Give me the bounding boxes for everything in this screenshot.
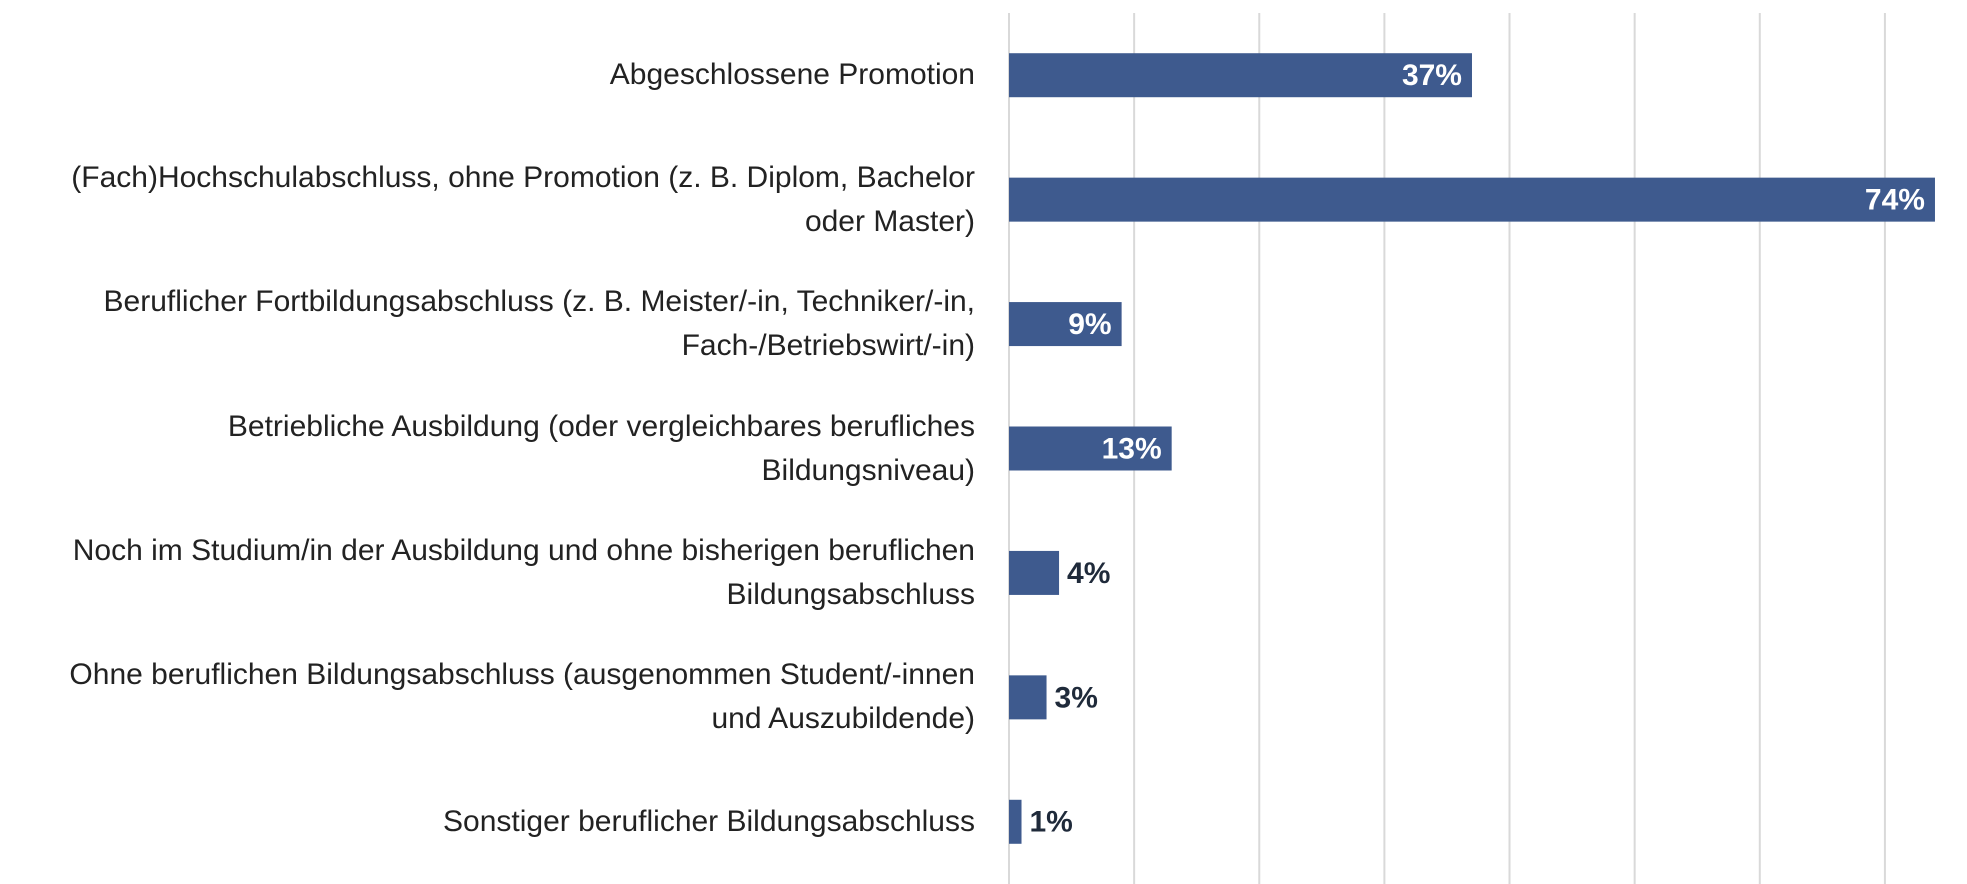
category-label: Beruflicher Fortbildungsabschluss (z. B.… — [103, 285, 975, 363]
bar — [1009, 53, 1472, 98]
value-label: 13% — [1102, 432, 1162, 465]
category-label: Sonstiger beruflicher Bildungsabschluss — [443, 804, 975, 838]
value-label: 1% — [1030, 806, 1073, 839]
category-label: Abgeschlossene Promotion — [609, 58, 975, 92]
bar — [1009, 177, 1935, 222]
category-label: Ohne beruflichen Bildungsabschluss (ausg… — [69, 658, 975, 736]
bar — [1009, 426, 1172, 471]
value-label: 4% — [1067, 557, 1110, 590]
value-label: 74% — [1865, 184, 1925, 217]
category-label: Noch im Studium/in der Ausbildung und oh… — [72, 533, 975, 611]
value-label: 37% — [1402, 59, 1462, 92]
value-label: 9% — [1068, 308, 1111, 341]
bar — [1009, 799, 1022, 844]
value-label: 3% — [1055, 681, 1098, 714]
category-label: Betriebliche Ausbildung (oder vergleichb… — [227, 409, 975, 487]
bar — [1009, 675, 1047, 720]
bar — [1009, 550, 1060, 595]
category-label: (Fach)Hochschulabschluss, ohne Promotion… — [71, 160, 975, 238]
bar — [1009, 302, 1122, 347]
